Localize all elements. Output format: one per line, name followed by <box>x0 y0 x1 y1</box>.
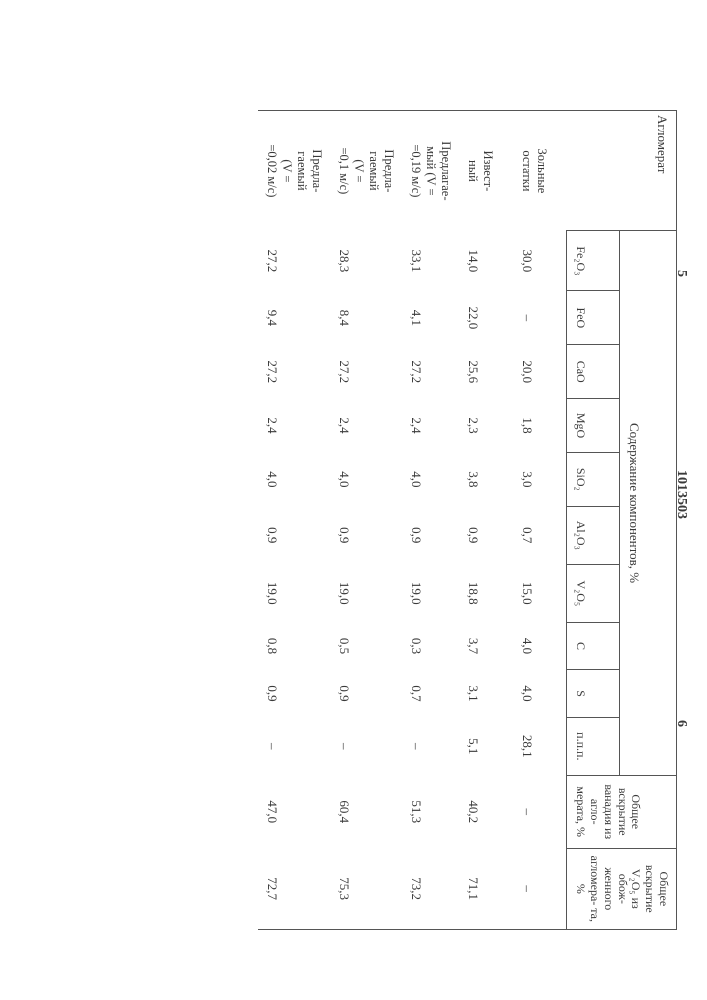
cell: 2,4 <box>258 399 330 453</box>
row-label: Предла- гаемый (V = =0,1 м/с) <box>330 111 402 231</box>
col-mgo: MgO <box>567 399 620 453</box>
cell: 2,4 <box>330 399 402 453</box>
cell: 4,1 <box>402 291 459 345</box>
col-sio2: SiO₂ <box>567 452 620 506</box>
header-extra2: Общее вскрытие V₂O₅ из обож- женного агл… <box>567 848 677 929</box>
cell: 0,9 <box>258 670 330 717</box>
cell: 19,0 <box>330 564 402 622</box>
cell: 0,9 <box>402 506 459 564</box>
cell: 3,7 <box>459 622 513 669</box>
col-al2o3: Al₂O₃ <box>567 506 620 564</box>
table-body: Зольные остатки30,0–20,01,83,00,715,04,0… <box>258 111 567 930</box>
cell: 0,8 <box>258 622 330 669</box>
cell: 4,0 <box>513 622 567 669</box>
cell: 75,3 <box>330 848 402 929</box>
cell: 33,1 <box>402 231 459 291</box>
cell: 4,0 <box>402 452 459 506</box>
table-row: Зольные остатки30,0–20,01,83,00,715,04,0… <box>513 111 567 930</box>
cell: 0,3 <box>402 622 459 669</box>
cell: – <box>513 848 567 929</box>
composition-table: Агломерат Содержание компонентов, % Обще… <box>258 110 677 930</box>
cell: 73,2 <box>402 848 459 929</box>
cell: 3,8 <box>459 452 513 506</box>
cell: 30,0 <box>513 231 567 291</box>
cell: 40,2 <box>459 775 513 848</box>
cell: 0,7 <box>513 506 567 564</box>
cell: 0,9 <box>459 506 513 564</box>
cell: 4,0 <box>330 452 402 506</box>
cell: 20,0 <box>513 345 567 399</box>
row-label: Зольные остатки <box>513 111 567 231</box>
cell: 0,5 <box>330 622 402 669</box>
cell: 0,9 <box>330 670 402 717</box>
cell: 14,0 <box>459 231 513 291</box>
cell: 60,4 <box>330 775 402 848</box>
table-row: Предла- гаемый (V = =0,02 м/с)27,29,427,… <box>258 111 330 930</box>
cell: 3,0 <box>513 452 567 506</box>
table-row: Предлагае- мый (V = =0,19 м/с)33,14,127,… <box>402 111 459 930</box>
cell: – <box>330 717 402 775</box>
cell: 9,4 <box>258 291 330 345</box>
cell: 22,0 <box>459 291 513 345</box>
cell: 2,3 <box>459 399 513 453</box>
cell: 25,6 <box>459 345 513 399</box>
cell: – <box>513 775 567 848</box>
cell: 19,0 <box>258 564 330 622</box>
cell: 0,9 <box>258 506 330 564</box>
col-cao: CaO <box>567 345 620 399</box>
table-row: Извест- ный14,022,025,62,33,80,918,83,73… <box>459 111 513 930</box>
cell: 15,0 <box>513 564 567 622</box>
cell: 72,7 <box>258 848 330 929</box>
cell: 1,8 <box>513 399 567 453</box>
cell: 27,2 <box>330 345 402 399</box>
cell: 0,7 <box>402 670 459 717</box>
row-label: Предлагае- мый (V = =0,19 м/с) <box>402 111 459 231</box>
cell: 27,2 <box>258 231 330 291</box>
table-row: Предла- гаемый (V = =0,1 м/с)28,38,427,2… <box>330 111 402 930</box>
row-label: Извест- ный <box>459 111 513 231</box>
header-group: Содержание компонентов, % <box>620 231 677 776</box>
cell: 27,2 <box>258 345 330 399</box>
cell: 27,2 <box>402 345 459 399</box>
cell: 4,0 <box>258 452 330 506</box>
col-c: C <box>567 622 620 669</box>
col-v2o5: V₂O₅ <box>567 564 620 622</box>
row-label: Предла- гаемый (V = =0,02 м/с) <box>258 111 330 231</box>
cell: 47,0 <box>258 775 330 848</box>
page-num-left: 5 <box>673 270 689 277</box>
cell: 4,0 <box>513 670 567 717</box>
cell: – <box>513 291 567 345</box>
cell: 51,3 <box>402 775 459 848</box>
cell: 3,1 <box>459 670 513 717</box>
cell: 71,1 <box>459 848 513 929</box>
cell: 18,8 <box>459 564 513 622</box>
header-extra1: Общее вскрытие ванадия из агло- мерата, … <box>567 775 677 848</box>
cell: 28,1 <box>513 717 567 775</box>
header-rowlabel: Агломерат <box>567 111 677 231</box>
cell: 8,4 <box>330 291 402 345</box>
cell: – <box>402 717 459 775</box>
col-fe2o3: Fe₂O₃ <box>567 231 620 291</box>
col-feo: FeO <box>567 291 620 345</box>
cell: 0,9 <box>330 506 402 564</box>
doc-number: 1013503 <box>673 470 689 519</box>
cell: – <box>258 717 330 775</box>
col-ppp: п.п.п. <box>567 717 620 775</box>
page-num-right: 6 <box>673 720 689 727</box>
cell: 19,0 <box>402 564 459 622</box>
cell: 28,3 <box>330 231 402 291</box>
cell: 5,1 <box>459 717 513 775</box>
col-s: S <box>567 670 620 717</box>
cell: 2,4 <box>402 399 459 453</box>
